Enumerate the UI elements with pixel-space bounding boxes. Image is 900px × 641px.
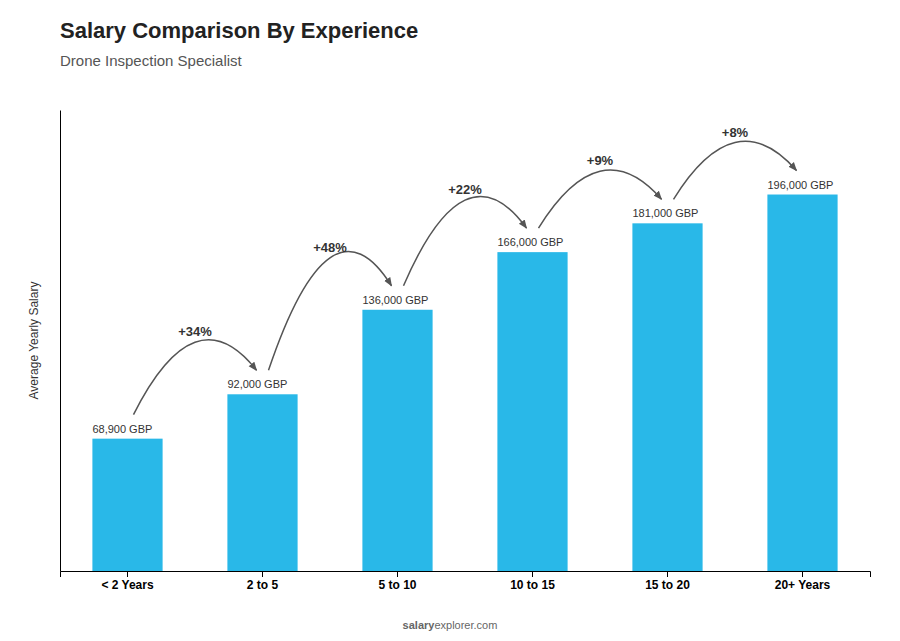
data-label: 136,000 GBP <box>362 294 428 306</box>
y-axis-title: Average Yearly Salary <box>27 282 41 400</box>
x-tick-mark <box>262 571 263 577</box>
x-tick-label: 5 to 10 <box>378 578 416 592</box>
arrow <box>404 196 527 285</box>
x-tick: 15 to 20 <box>645 571 690 592</box>
annotation: +22% <box>448 182 482 197</box>
annotations: +34% +48% +22% +9% +8% <box>134 125 797 415</box>
watermark-part: salary <box>403 619 436 631</box>
x-tick-mark <box>532 571 533 577</box>
data-label: 181,000 GBP <box>632 207 698 219</box>
x-axis: < 2 Years 2 to 5 5 to 10 10 to 15 15 to 20 20… <box>61 571 871 592</box>
data-label: 166,000 GBP <box>497 236 563 248</box>
x-axis-line <box>61 572 871 578</box>
annotation: +9% <box>587 153 614 168</box>
arrow <box>134 340 257 415</box>
subtitle: Drone Inspection Specialist <box>60 52 243 69</box>
watermark: salaryexplorer.com <box>403 619 498 631</box>
arrow <box>269 251 392 370</box>
x-tick-label: 20+ Years <box>775 578 831 592</box>
y-axis-line <box>60 111 61 572</box>
data-label: 68,900 GBP <box>92 423 152 435</box>
x-tick-mark <box>397 571 398 577</box>
x-tick-label: 15 to 20 <box>645 578 690 592</box>
arrow <box>674 141 797 199</box>
x-tick-label: 2 to 5 <box>247 578 279 592</box>
x-tick: 2 to 5 <box>247 571 279 592</box>
x-tick-mark <box>667 571 668 577</box>
data-label: 92,000 GBP <box>227 378 287 390</box>
x-tick-label: 10 to 15 <box>510 578 555 592</box>
title: Salary Comparison By Experience <box>60 18 418 43</box>
bar <box>227 394 297 571</box>
bar <box>92 439 162 571</box>
x-tick-label: < 2 Years <box>101 578 153 592</box>
annotation: +34% <box>178 324 212 339</box>
x-tick-mark <box>127 571 128 577</box>
bars <box>92 195 837 571</box>
watermark-part: explorer.com <box>434 619 497 631</box>
plot: < 2 Years 2 to 5 5 to 10 10 to 15 15 to 20 20… <box>27 111 871 592</box>
bar <box>497 252 567 571</box>
annotation: +48% <box>313 240 347 255</box>
bar <box>362 310 432 571</box>
bar <box>767 195 837 571</box>
y-axis <box>60 111 61 572</box>
x-tick: < 2 Years <box>101 571 153 592</box>
bar <box>632 223 702 571</box>
chart: Salary Comparison By Experience Drone Ins… <box>0 0 900 641</box>
x-tick: 5 to 10 <box>378 571 416 592</box>
data-labels: 68,900 GBP 92,000 GBP 136,000 GBP 166,000 G… <box>92 179 833 435</box>
x-tick-mark <box>802 571 803 577</box>
data-label: 196,000 GBP <box>767 179 833 191</box>
arrow <box>539 170 662 228</box>
annotation: +8% <box>722 125 749 140</box>
x-tick: 20+ Years <box>775 571 831 592</box>
chart-container: Salary Comparison By Experience Drone Ins… <box>0 0 900 641</box>
x-tick: 10 to 15 <box>510 571 555 592</box>
